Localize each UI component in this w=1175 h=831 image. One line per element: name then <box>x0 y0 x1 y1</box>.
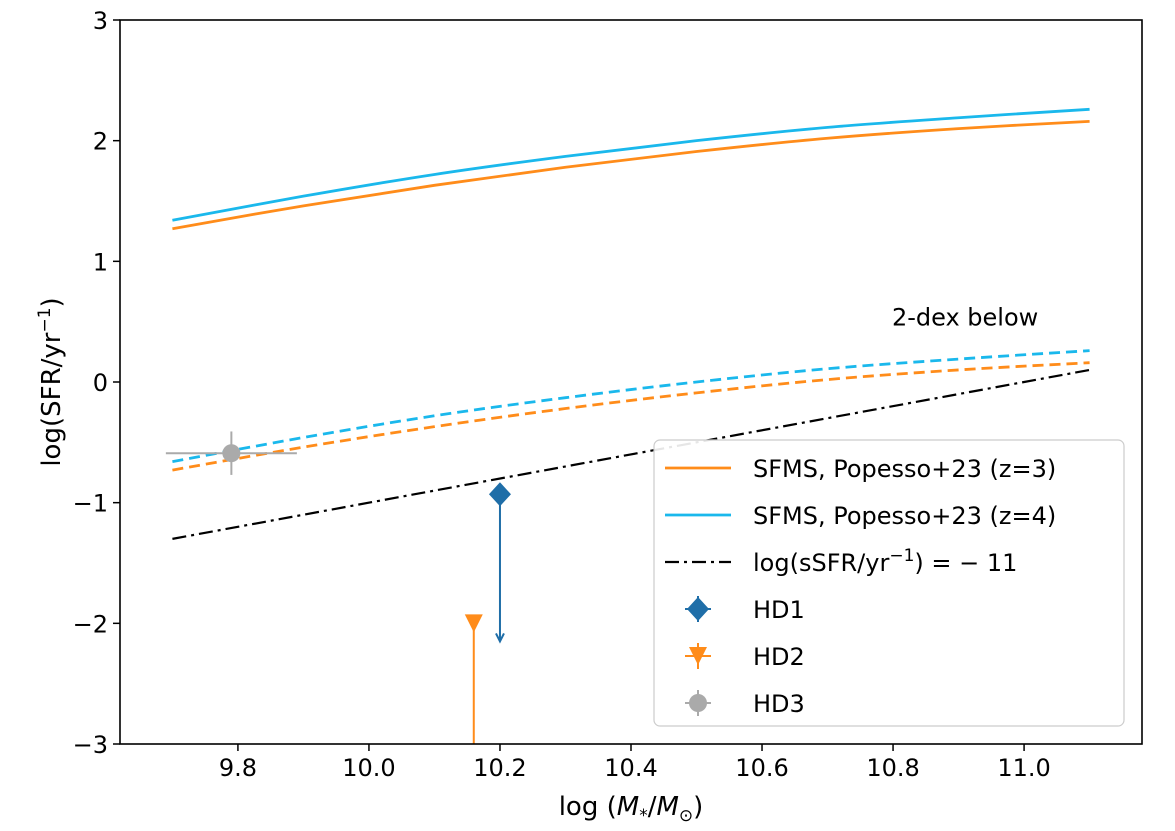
legend-label: log(sSFR/yr−1) = − 11 <box>753 546 1017 577</box>
plot-points <box>165 431 511 744</box>
y-axis: −3 −2 −1 0 1 2 3 <box>73 7 120 759</box>
x-axis: 9.8 10.0 10.2 10.4 10.6 10.8 11.0 <box>219 744 1051 782</box>
y-tick-label: −2 <box>73 610 108 638</box>
legend-item-1: SFMS, Popesso+23 (z=4) <box>665 502 1056 530</box>
triangle-marker <box>464 614 483 633</box>
legend-swatch <box>689 694 707 712</box>
legend-item-3: HD1 <box>685 596 805 624</box>
legend-item-2: log(sSFR/yr−1) = − 11 <box>665 546 1017 577</box>
legend-label: SFMS, Popesso+23 (z=3) <box>753 455 1056 483</box>
y-tick-label: 3 <box>93 7 108 35</box>
x-tick-label: 10.6 <box>735 754 788 782</box>
annotation-2-dex-below: 2-dex below <box>892 303 1038 331</box>
legend-swatch <box>689 647 707 665</box>
y-tick-label: 1 <box>93 248 108 276</box>
x-tick-label: 11.0 <box>997 754 1050 782</box>
legend-item-5: HD3 <box>685 690 805 718</box>
x-tick-label: 10.0 <box>342 754 395 782</box>
legend-label: SFMS, Popesso+23 (z=4) <box>753 502 1056 530</box>
y-tick-label: −3 <box>73 731 108 759</box>
legend-box <box>653 439 1125 727</box>
series-line-4 <box>172 368 1090 540</box>
legend-swatch <box>687 597 709 621</box>
x-tick-label: 10.8 <box>866 754 919 782</box>
point-hd2 <box>464 614 483 744</box>
y-tick-label: 0 <box>93 369 108 397</box>
legend-item-0: SFMS, Popesso+23 (z=3) <box>665 455 1056 483</box>
plot-lines <box>172 107 1090 540</box>
legend: SFMS, Popesso+23 (z=3) SFMS, Popesso+23 (… <box>653 439 1125 727</box>
point-hd1 <box>488 482 511 644</box>
y-tick-label: 2 <box>93 128 108 156</box>
legend-label: HD3 <box>753 690 805 718</box>
x-tick-label: 9.8 <box>219 754 257 782</box>
y-axis-label: log(SFR/yr−1) <box>35 297 67 466</box>
series-line-2 <box>172 361 1090 472</box>
x-tick-label: 10.2 <box>473 754 526 782</box>
x-tick-label: 10.4 <box>604 754 657 782</box>
legend-item-4: HD2 <box>685 643 805 671</box>
circle-marker <box>222 444 241 463</box>
series-line-0 <box>172 119 1090 231</box>
y-tick-label: −1 <box>73 490 108 518</box>
point-hd3 <box>165 431 297 475</box>
diamond-marker <box>488 482 511 507</box>
arrow-head <box>495 632 505 644</box>
legend-label: HD1 <box>753 596 805 624</box>
x-axis-label: log (M*/M⊙) <box>559 792 704 826</box>
series-line-1 <box>172 107 1090 222</box>
legend-label: HD2 <box>753 643 805 671</box>
series-line-3 <box>172 349 1090 464</box>
